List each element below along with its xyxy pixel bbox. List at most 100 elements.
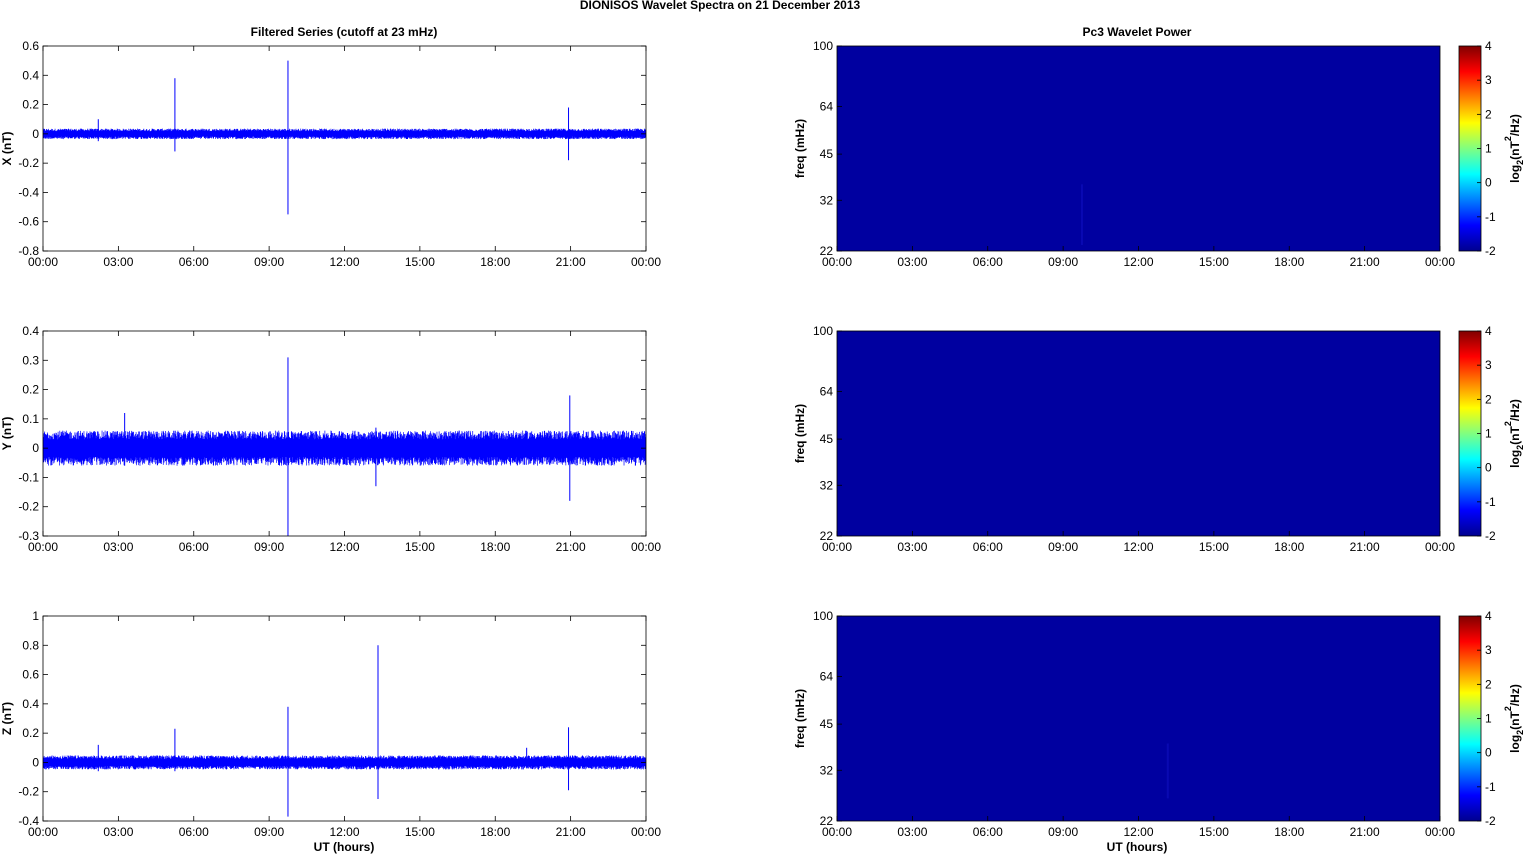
colorbar-label-part: /Hz) [1508, 684, 1522, 706]
colorbar-label: log2(nT2/Hz) [1503, 114, 1525, 183]
y-tick-label: 100 [813, 324, 833, 338]
colorbar-tick-label: 1 [1485, 712, 1492, 726]
y-axis-label: X (nT) [0, 132, 14, 166]
x-tick-label: 12:00 [329, 540, 359, 554]
colorbar-tick-label: -2 [1485, 814, 1496, 828]
y-tick-label: -0.2 [18, 156, 39, 170]
signal-trace [43, 645, 646, 817]
x-tick-label: 15:00 [1199, 255, 1229, 269]
x-tick-label: 06:00 [179, 255, 209, 269]
x-tick-label: 06:00 [973, 540, 1003, 554]
x-tick-label: 18:00 [1274, 540, 1304, 554]
x-tick-label: 15:00 [405, 540, 435, 554]
y-tick-label: -0.1 [18, 470, 39, 484]
signal-trace [43, 60, 646, 215]
colorbar-label-part: 2 [1515, 445, 1525, 450]
x-tick-label: 09:00 [1048, 825, 1078, 839]
x-tick-label: 09:00 [1048, 540, 1078, 554]
power-background [837, 616, 1440, 821]
figure-title: DIONISOS Wavelet Spectra on 21 December … [580, 0, 861, 12]
y-tick-label: 32 [820, 478, 834, 492]
x-tick-label: 00:00 [28, 825, 58, 839]
noise-trace [43, 128, 646, 140]
colorbar-label-part: log [1508, 450, 1522, 468]
timeseries-panel-x: -0.8 -0.6 -0.4 -0.2 0 0.2 0.4 0.6 00:00 03:00 06:0… [0, 39, 661, 269]
y-tick-label: 0.3 [22, 353, 39, 367]
x-tick-label: 00:00 [822, 825, 852, 839]
colorbar-tick-label: -1 [1485, 495, 1496, 509]
x-tick-label: 18:00 [480, 255, 510, 269]
x-tick-label: 21:00 [1350, 825, 1380, 839]
x-tick-label: 03:00 [897, 825, 927, 839]
x-tick-label: 00:00 [631, 255, 661, 269]
x-tick-label: 00:00 [631, 825, 661, 839]
y-tick-label: 32 [820, 193, 834, 207]
x-tick-label: 06:00 [179, 825, 209, 839]
y-tick-label: 0 [32, 755, 39, 769]
colorbar-tick-label: 2 [1485, 392, 1492, 406]
x-tick-label: 09:00 [1048, 255, 1078, 269]
y-tick-label: 45 [820, 147, 834, 161]
x-tick-label: 00:00 [822, 540, 852, 554]
x-tick-label: 06:00 [973, 825, 1003, 839]
y-axis-label: freq (mHz) [793, 404, 807, 463]
y-tick-label: 100 [813, 609, 833, 623]
x-tick-label: 15:00 [405, 255, 435, 269]
x-tick-label: 18:00 [1274, 825, 1304, 839]
x-tick-label: 03:00 [103, 825, 133, 839]
y-tick-label: 0.2 [22, 98, 39, 112]
colorbar-label-part: /Hz) [1508, 399, 1522, 421]
x-tick-label: 03:00 [103, 540, 133, 554]
x-tick-label: 21:00 [556, 825, 586, 839]
colorbar-label-part: (nT [1508, 426, 1522, 445]
x-tick-label: 12:00 [1123, 825, 1153, 839]
x-tick-label: 15:00 [1199, 540, 1229, 554]
x-tick-label: 00:00 [631, 540, 661, 554]
timeseries-panel-z: -0.4 -0.2 0 0.2 0.4 0.6 0.8 1 00:00 03:00 06:00 09:… [0, 609, 661, 839]
y-tick-label: -0.3 [18, 529, 39, 543]
colorbar-tick-label: 2 [1485, 677, 1492, 691]
y-tick-label: -0.4 [18, 814, 39, 828]
colorbar-tick-label: 3 [1485, 643, 1492, 657]
x-tick-label: 21:00 [556, 540, 586, 554]
y-tick-label: 22 [820, 244, 834, 258]
y-axis-label: freq (mHz) [793, 119, 807, 178]
x-tick-label: 12:00 [329, 255, 359, 269]
colorbar-tick-label: 1 [1485, 142, 1492, 156]
colorbar-label-part: log [1508, 735, 1522, 753]
y-tick-label: -0.8 [18, 244, 39, 258]
x-tick-label: 12:00 [1123, 255, 1153, 269]
y-tick-label: 0.4 [22, 68, 39, 82]
colorbar-tick-label: 0 [1485, 746, 1492, 760]
x-tick-label: 00:00 [28, 255, 58, 269]
y-axis-label: freq (mHz) [793, 689, 807, 748]
x-tick-label: 09:00 [254, 540, 284, 554]
x-tick-label: 06:00 [179, 540, 209, 554]
y-tick-label: 100 [813, 39, 833, 53]
x-tick-label: 00:00 [1425, 255, 1455, 269]
y-tick-label: -0.2 [18, 500, 39, 514]
y-tick-label: 1 [32, 609, 39, 623]
colorbar-label-part: /Hz) [1508, 114, 1522, 136]
y-axis-label: Y (nT) [0, 417, 14, 451]
signal-trace [43, 357, 646, 536]
y-tick-label: 0.6 [22, 39, 39, 53]
colorbar-label-part: 2 [1515, 160, 1525, 165]
y-tick-label: -0.4 [18, 185, 39, 199]
power-feature-0 [1080, 184, 1083, 245]
y-tick-label: 45 [820, 432, 834, 446]
x-tick-label: 03:00 [897, 255, 927, 269]
x-tick-label: 18:00 [480, 540, 510, 554]
plot-frame [42, 45, 647, 252]
colorbar-label: log2(nT2/Hz) [1503, 684, 1525, 753]
y-tick-label: 0.4 [22, 324, 39, 338]
x-tick-label: 09:00 [254, 255, 284, 269]
right-x-axis-label: UT (hours) [1107, 840, 1168, 854]
y-tick-label: 0.2 [22, 726, 39, 740]
